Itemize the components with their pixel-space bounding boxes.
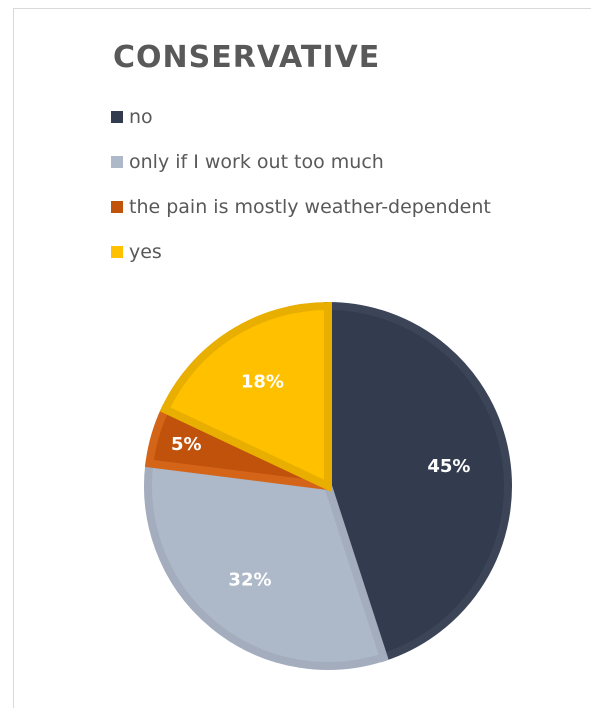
pie-label-only-if-i-work-out-too-much: 32% bbox=[228, 569, 271, 590]
legend-item-no: no bbox=[111, 106, 491, 128]
chart-title: CONSERVATIVE bbox=[113, 40, 381, 75]
pie-label-no: 45% bbox=[427, 456, 470, 477]
legend-swatch-no bbox=[111, 111, 123, 123]
legend-swatch-only-if-work-out bbox=[111, 156, 123, 168]
pie-label-yes: 18% bbox=[241, 372, 284, 393]
legend-label-yes: yes bbox=[129, 241, 162, 263]
legend-label-weather-dependent: the pain is mostly weather-dependent bbox=[129, 196, 491, 218]
legend-swatch-yes bbox=[111, 246, 123, 258]
pie-slice-yes bbox=[159, 301, 332, 493]
pie-slice-no bbox=[324, 301, 512, 663]
legend: no only if I work out too much the pain … bbox=[111, 106, 491, 286]
pie-label-the-pain-is-mostly-weather-dependent: 5% bbox=[171, 434, 202, 455]
legend-swatch-weather-dependent bbox=[111, 201, 123, 213]
legend-label-no: no bbox=[129, 106, 153, 128]
legend-item-weather-dependent: the pain is mostly weather-dependent bbox=[111, 196, 491, 218]
legend-item-only-if-work-out: only if I work out too much bbox=[111, 151, 491, 173]
chart-frame bbox=[13, 8, 591, 708]
legend-label-only-if-work-out: only if I work out too much bbox=[129, 151, 384, 173]
legend-item-yes: yes bbox=[111, 241, 491, 263]
pie-slice-only-if-i-work-out-too-much bbox=[144, 458, 389, 670]
